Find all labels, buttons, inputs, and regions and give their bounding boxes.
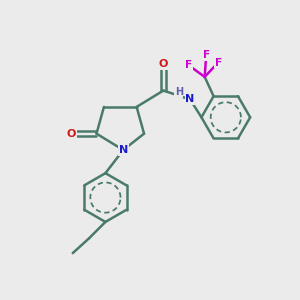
Text: N: N [185, 94, 195, 104]
Text: O: O [67, 129, 76, 139]
Text: F: F [214, 58, 222, 68]
Text: H: H [175, 87, 183, 97]
Text: N: N [118, 145, 128, 155]
Text: F: F [202, 50, 210, 61]
Text: F: F [185, 60, 192, 70]
Text: O: O [159, 59, 168, 69]
